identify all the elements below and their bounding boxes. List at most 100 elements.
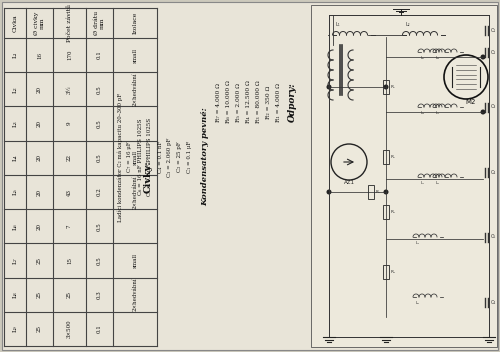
Text: C₃ = 2.060 pF: C₃ = 2.060 pF xyxy=(168,137,172,177)
Text: L₆: L₆ xyxy=(12,223,18,230)
Bar xyxy=(383,205,389,219)
Text: R₆ = 10.000 Ω: R₆ = 10.000 Ω xyxy=(226,81,230,124)
Text: 0.3: 0.3 xyxy=(97,290,102,299)
Text: 20: 20 xyxy=(37,189,42,195)
Text: 0.2: 0.2 xyxy=(97,188,102,196)
Text: C₆ = 16 nF PHILIPS 1025S: C₆ = 16 nF PHILIPS 1025S xyxy=(138,119,142,195)
Circle shape xyxy=(384,85,388,89)
Text: small: small xyxy=(132,48,138,63)
Text: small: small xyxy=(132,253,138,268)
Text: L₇: L₇ xyxy=(436,181,440,185)
Text: 3×500: 3×500 xyxy=(67,320,72,338)
Text: Ø drátu
mm: Ø drátu mm xyxy=(94,11,105,35)
Text: L₃: L₃ xyxy=(12,120,18,127)
Text: 25: 25 xyxy=(37,257,42,264)
Bar xyxy=(383,150,389,164)
Text: R₇ = 4.000 Ω: R₇ = 4.000 Ω xyxy=(216,82,220,121)
Text: R₄ = 12.500 Ω: R₄ = 12.500 Ω xyxy=(246,81,250,124)
Text: Izolace: Izolace xyxy=(132,12,138,34)
Text: 9: 9 xyxy=(67,122,72,125)
Text: Počet závitů: Počet závitů xyxy=(67,4,72,42)
Text: 0.1: 0.1 xyxy=(97,325,102,333)
Text: Odpory:: Odpory: xyxy=(288,82,296,122)
Text: R₁: R₁ xyxy=(391,85,396,89)
Text: M2: M2 xyxy=(466,99,476,105)
Bar xyxy=(383,80,389,94)
Text: 3½: 3½ xyxy=(67,85,72,94)
Text: 16: 16 xyxy=(37,52,42,59)
Text: Civky:: Civky: xyxy=(144,161,152,193)
Text: 20: 20 xyxy=(37,154,42,161)
Text: C₃: C₃ xyxy=(491,105,496,109)
Text: AZ1: AZ1 xyxy=(344,180,354,185)
Text: C₁: C₁ xyxy=(491,27,496,32)
Text: C₂: C₂ xyxy=(491,50,496,55)
Text: 2×hedvábní: 2×hedvábní xyxy=(132,175,138,209)
Text: R₄: R₄ xyxy=(391,270,396,274)
Circle shape xyxy=(327,190,331,194)
Text: 170: 170 xyxy=(67,50,72,60)
Text: C₅: C₅ xyxy=(491,234,496,239)
Bar xyxy=(368,185,374,199)
Text: 2×hedvábní: 2×hedvábní xyxy=(132,73,138,106)
Text: Civka: Civka xyxy=(12,14,18,32)
Text: L₁: L₁ xyxy=(12,52,18,58)
Text: R₃: R₃ xyxy=(391,210,396,214)
Text: L₃: L₃ xyxy=(436,56,440,60)
Text: 0.5: 0.5 xyxy=(97,153,102,162)
Circle shape xyxy=(481,110,485,114)
Text: 25: 25 xyxy=(37,325,42,332)
Text: 0.5: 0.5 xyxy=(97,222,102,231)
Text: R₂: R₂ xyxy=(391,155,396,159)
Text: 0.5: 0.5 xyxy=(97,85,102,94)
Text: Ø civky
mm: Ø civky mm xyxy=(34,11,45,34)
Text: 20: 20 xyxy=(37,86,42,93)
Text: L₂: L₂ xyxy=(421,56,425,60)
Text: 7: 7 xyxy=(67,225,72,228)
Text: 20: 20 xyxy=(37,223,42,230)
Circle shape xyxy=(481,55,485,59)
Text: L₅: L₅ xyxy=(436,111,440,115)
Text: R₃ = 80.000 Ω: R₃ = 80.000 Ω xyxy=(256,81,260,123)
Text: L₆: L₆ xyxy=(421,181,425,185)
Text: L₂: L₂ xyxy=(12,86,18,93)
Text: C₄ = 0.1 nF: C₄ = 0.1 nF xyxy=(158,141,162,173)
Text: C₁ = 0.1 μF: C₁ = 0.1 μF xyxy=(188,141,192,173)
Text: 25: 25 xyxy=(37,291,42,298)
Text: R₂ = 350 Ω: R₂ = 350 Ω xyxy=(266,85,270,119)
Text: L₄: L₄ xyxy=(12,155,18,161)
Text: Ladíci kondenzátor C₂ má kapacitu 20–300 pF: Ladíci kondenzátor C₂ má kapacitu 20–300… xyxy=(117,93,123,221)
Bar xyxy=(383,265,389,279)
Text: L₈: L₈ xyxy=(416,241,420,245)
Text: C₂ = 25 pF: C₂ = 25 pF xyxy=(178,142,182,172)
Text: 43: 43 xyxy=(67,189,72,195)
Text: R₅ = 2.000 Ω: R₅ = 2.000 Ω xyxy=(236,82,240,121)
Bar xyxy=(311,5,497,347)
Text: C₄: C₄ xyxy=(491,170,496,175)
Text: 20: 20 xyxy=(37,120,42,127)
Text: 0.5: 0.5 xyxy=(97,256,102,265)
Text: 2×hedvábní: 2×hedvábní xyxy=(132,278,138,312)
Text: L₉: L₉ xyxy=(12,326,18,332)
Text: C₇ = 16 μF: C₇ = 16 μF xyxy=(128,142,132,172)
Text: 15: 15 xyxy=(67,257,72,264)
Text: L₂: L₂ xyxy=(406,22,410,27)
Text: R₁ = 4.000 Ω: R₁ = 4.000 Ω xyxy=(276,82,280,121)
Text: 22: 22 xyxy=(67,154,72,161)
Text: C₄: C₄ xyxy=(491,300,496,304)
Text: 25: 25 xyxy=(67,291,72,298)
Text: 0.1: 0.1 xyxy=(97,51,102,59)
Text: L₇: L₇ xyxy=(12,257,18,264)
Circle shape xyxy=(327,85,331,89)
Text: C₅ = 0.1 μF PHILIPS 1025S: C₅ = 0.1 μF PHILIPS 1025S xyxy=(148,118,152,196)
Text: 0.5: 0.5 xyxy=(97,119,102,128)
Text: L₅: L₅ xyxy=(12,189,18,195)
Text: L₉: L₉ xyxy=(416,301,420,305)
Text: L₄: L₄ xyxy=(421,111,425,115)
Text: L₈: L₈ xyxy=(12,291,18,298)
Text: Kondensatory pevné:: Kondensatory pevné: xyxy=(201,108,209,206)
Text: L₁: L₁ xyxy=(336,22,340,27)
Text: R₅: R₅ xyxy=(376,190,381,194)
Circle shape xyxy=(384,190,388,194)
Text: small: small xyxy=(132,150,138,165)
